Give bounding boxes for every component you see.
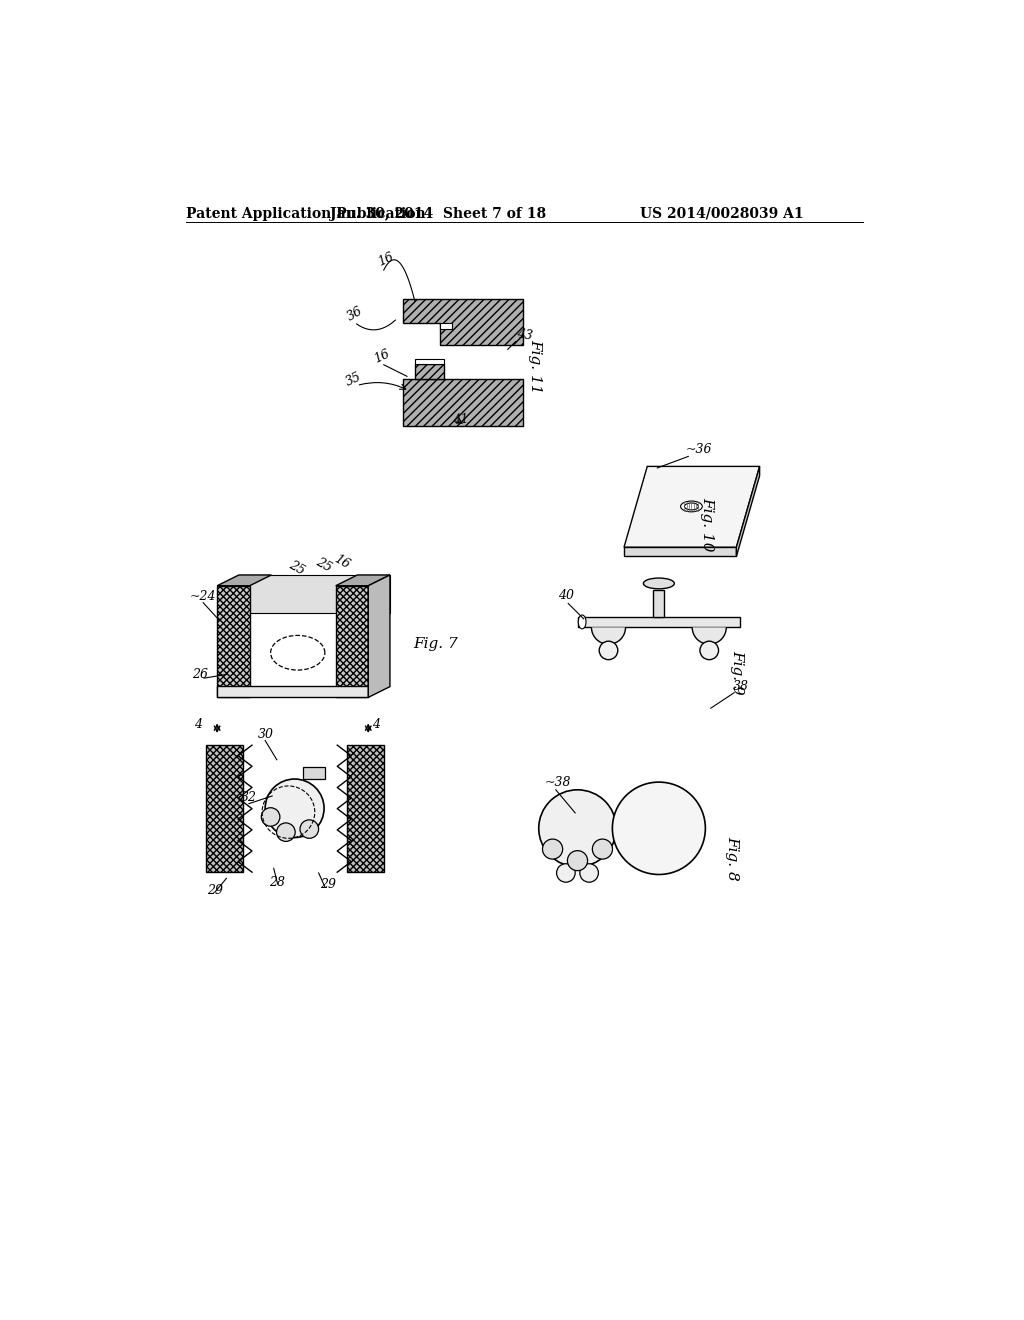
Ellipse shape xyxy=(643,578,675,589)
Polygon shape xyxy=(217,586,250,697)
Text: 4: 4 xyxy=(194,718,202,731)
Wedge shape xyxy=(692,627,726,644)
Polygon shape xyxy=(206,744,243,873)
Polygon shape xyxy=(440,323,452,330)
Text: Patent Application Publication: Patent Application Publication xyxy=(186,207,426,220)
Polygon shape xyxy=(624,466,760,548)
Text: Fig. 8: Fig. 8 xyxy=(725,836,739,880)
Circle shape xyxy=(300,820,318,838)
Ellipse shape xyxy=(681,502,702,512)
Text: 38: 38 xyxy=(732,680,749,693)
Polygon shape xyxy=(415,359,444,364)
Text: 36: 36 xyxy=(345,304,366,323)
Polygon shape xyxy=(653,590,665,616)
Text: 43: 43 xyxy=(515,327,534,342)
Ellipse shape xyxy=(579,615,586,628)
Polygon shape xyxy=(303,767,325,779)
Polygon shape xyxy=(336,586,369,697)
Circle shape xyxy=(276,822,295,841)
Polygon shape xyxy=(415,364,444,379)
Circle shape xyxy=(599,642,617,660)
Text: 25: 25 xyxy=(287,558,307,577)
Polygon shape xyxy=(578,616,740,627)
Text: 16: 16 xyxy=(332,553,352,572)
Text: 30: 30 xyxy=(258,729,274,742)
Text: 29: 29 xyxy=(321,878,336,891)
Polygon shape xyxy=(403,379,523,425)
Text: 26: 26 xyxy=(193,668,208,681)
Text: 35: 35 xyxy=(343,370,364,388)
Polygon shape xyxy=(217,576,271,586)
Circle shape xyxy=(261,808,280,826)
Polygon shape xyxy=(336,576,390,586)
Text: 41: 41 xyxy=(452,413,469,428)
Text: 40: 40 xyxy=(558,589,574,602)
Text: Jan. 30, 2014  Sheet 7 of 18: Jan. 30, 2014 Sheet 7 of 18 xyxy=(330,207,546,220)
Text: Fig. 7: Fig. 7 xyxy=(414,638,458,651)
Text: 4: 4 xyxy=(372,718,380,731)
Polygon shape xyxy=(346,744,384,873)
Circle shape xyxy=(567,850,588,871)
Text: ~36: ~36 xyxy=(686,442,713,455)
Circle shape xyxy=(265,779,324,838)
Text: Fig. 10: Fig. 10 xyxy=(700,498,715,552)
Polygon shape xyxy=(239,576,390,614)
Wedge shape xyxy=(592,627,626,644)
Circle shape xyxy=(700,642,719,660)
Circle shape xyxy=(539,789,616,867)
Text: Fig. 11: Fig. 11 xyxy=(528,339,543,393)
Text: 16: 16 xyxy=(376,251,396,269)
Polygon shape xyxy=(403,298,523,345)
Text: ~38: ~38 xyxy=(545,776,571,789)
Circle shape xyxy=(543,840,562,859)
Text: US 2014/0028039 A1: US 2014/0028039 A1 xyxy=(640,207,803,220)
Text: 16: 16 xyxy=(372,347,392,366)
Polygon shape xyxy=(369,576,390,697)
Circle shape xyxy=(580,863,598,882)
Circle shape xyxy=(557,863,575,882)
Polygon shape xyxy=(736,466,760,557)
Text: 25: 25 xyxy=(314,556,335,576)
Polygon shape xyxy=(217,686,369,697)
Text: Fig. 9: Fig. 9 xyxy=(730,649,744,694)
Text: 32: 32 xyxy=(241,792,256,804)
Text: 28: 28 xyxy=(269,876,285,890)
Text: 29: 29 xyxy=(207,884,223,896)
Circle shape xyxy=(592,840,612,859)
Text: ~24: ~24 xyxy=(190,590,216,603)
Polygon shape xyxy=(624,548,736,557)
Circle shape xyxy=(612,781,706,875)
